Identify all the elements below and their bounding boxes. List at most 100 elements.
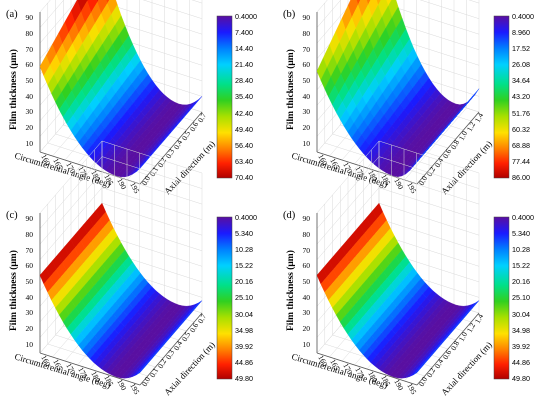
- panel-label: (a): [6, 9, 18, 20]
- z-tick: 30: [26, 107, 34, 116]
- colorbar-tick: 34.98: [235, 326, 253, 335]
- colorbar-tick: 0.4000: [512, 213, 534, 222]
- y-tick: 0.1: [148, 366, 160, 379]
- colorbar-tick: 51.76: [512, 109, 530, 118]
- colorbar-tick: 0.4000: [235, 213, 257, 222]
- y-tick: 0.4: [172, 339, 184, 352]
- colorbar-tick: 14.40: [235, 44, 253, 53]
- colorbar-tick: 68.88: [512, 141, 530, 150]
- surface-cell: [413, 365, 424, 376]
- colorbar-tick: 25.10: [235, 293, 253, 302]
- colorbar-tick: 42.40: [235, 109, 253, 118]
- y-tick: 0.4: [433, 357, 445, 370]
- colorbar-tick: 25.10: [512, 293, 530, 302]
- colorbar-tick: 20.16: [235, 277, 253, 286]
- colorbar-tick: 60.32: [512, 125, 530, 134]
- colorbar-tick: 49.80: [235, 374, 253, 383]
- z-tick: 80: [303, 29, 311, 38]
- colorbar-tick: 0.4000: [512, 12, 534, 21]
- colorbar-tick: 39.92: [235, 342, 253, 351]
- y-tick: 0.4: [172, 138, 184, 151]
- colorbar-tick: 49.40: [235, 125, 253, 134]
- y-tick: 0.6: [441, 147, 453, 160]
- colorbar-tick: 43.20: [512, 92, 530, 101]
- z-tick: 90: [26, 214, 34, 223]
- y-tick: 0.3: [164, 348, 176, 361]
- colorbar-tick: 70.40: [235, 173, 253, 182]
- colorbar-tick: 20.16: [512, 277, 530, 286]
- colorbar-tick: 10.28: [235, 245, 253, 254]
- y-tick: 1.2: [465, 321, 477, 334]
- z-tick: 80: [26, 29, 34, 38]
- y-tick-labels: 0.0 0.1 0.2 0.3 0.4 0.5 0.6 0.7: [140, 111, 208, 187]
- z-tick: 20: [303, 324, 311, 333]
- colorbar-tick: 44.86: [512, 358, 530, 367]
- surface-cell: [136, 365, 147, 376]
- y-tick: 0.1: [148, 165, 160, 178]
- colorbar-tick: 15.22: [235, 261, 253, 270]
- y-tick: 0.0: [417, 375, 429, 388]
- y-tick: 1.4: [473, 111, 485, 124]
- surface: [39, 0, 203, 178]
- z-axis-label: Film thickness (μm): [285, 250, 296, 331]
- colorbar-tick: 34.64: [512, 76, 530, 85]
- x-tick: 190: [392, 378, 405, 392]
- x-tick: 190: [392, 177, 405, 191]
- z-tick: 30: [303, 308, 311, 317]
- z-tick-labels: 90 80 70 60 50 40 30 20 10: [303, 13, 311, 148]
- y-tick: 0.0: [140, 375, 152, 388]
- z-axis-label: Film thickness (μm): [8, 49, 19, 130]
- y-tick: 0.8: [449, 138, 461, 151]
- surface: [316, 202, 480, 379]
- z-tick: 40: [26, 92, 34, 101]
- colorbar-tick: 86.00: [512, 173, 530, 182]
- z-tick: 10: [303, 139, 311, 148]
- y-tick-labels: 0.0 0.1 0.2 0.3 0.4 0.5 0.6 0.7: [140, 312, 208, 388]
- colorbar: 0.4000 8.960 17.52 26.08 34.64 43.20 51.…: [493, 12, 534, 182]
- z-tick: 60: [26, 60, 34, 69]
- grid-line: [416, 312, 480, 386]
- z-tick: 20: [303, 123, 311, 132]
- y-tick: 0.2: [156, 357, 168, 370]
- surface: [316, 0, 480, 177]
- colorbar-tick: 28.40: [235, 76, 253, 85]
- z-tick: 90: [26, 13, 34, 22]
- z-tick: 50: [26, 76, 34, 85]
- surface: [39, 202, 203, 379]
- panel-label: (d): [283, 210, 296, 221]
- z-tick-labels: 90 80 70 60 50 40 30 20 10: [26, 13, 34, 148]
- y-tick: 0.3: [164, 147, 176, 160]
- z-tick: 60: [303, 60, 311, 69]
- z-tick: 10: [303, 340, 311, 349]
- colorbar-tick: 0.4000: [235, 12, 257, 21]
- y-tick: 0.6: [188, 120, 200, 133]
- colorbar-tick: 77.44: [512, 157, 530, 166]
- colorbar-tick: 5.340: [235, 229, 253, 238]
- y-tick: 0.8: [449, 339, 461, 352]
- z-tick: 60: [26, 261, 34, 270]
- z-tick: 80: [303, 230, 311, 239]
- colorbar-tick: 15.22: [512, 261, 530, 270]
- y-tick: 0.2: [425, 165, 437, 178]
- y-tick: 0.5: [180, 330, 192, 343]
- z-tick: 10: [26, 340, 34, 349]
- z-tick: 70: [303, 246, 311, 255]
- colorbar-tick: 26.08: [512, 60, 530, 69]
- colorbar-tick: 10.28: [512, 245, 530, 254]
- z-tick: 90: [303, 13, 311, 22]
- colorbar-tick: 5.340: [512, 229, 530, 238]
- z-tick: 30: [26, 308, 34, 317]
- colorbar-tick: 63.40: [235, 157, 253, 166]
- colorbar-tick: 56.40: [235, 141, 253, 150]
- colorbar-gradient: [493, 15, 510, 179]
- panel-c: (c) 90 80 70 60 50 40 30 20 10 Film thic…: [6, 140, 257, 397]
- grid-line: [139, 312, 203, 386]
- z-tick-labels: 90 80 70 60 50 40 30 20 10: [26, 214, 34, 349]
- colorbar-tick: 7.400: [235, 28, 253, 37]
- z-tick: 20: [26, 324, 34, 333]
- colorbar-tick: 39.92: [512, 342, 530, 351]
- z-axis-label: Film thickness (μm): [8, 250, 19, 331]
- z-axis-label: Film thickness (μm): [285, 49, 296, 130]
- z-tick: 20: [26, 123, 34, 132]
